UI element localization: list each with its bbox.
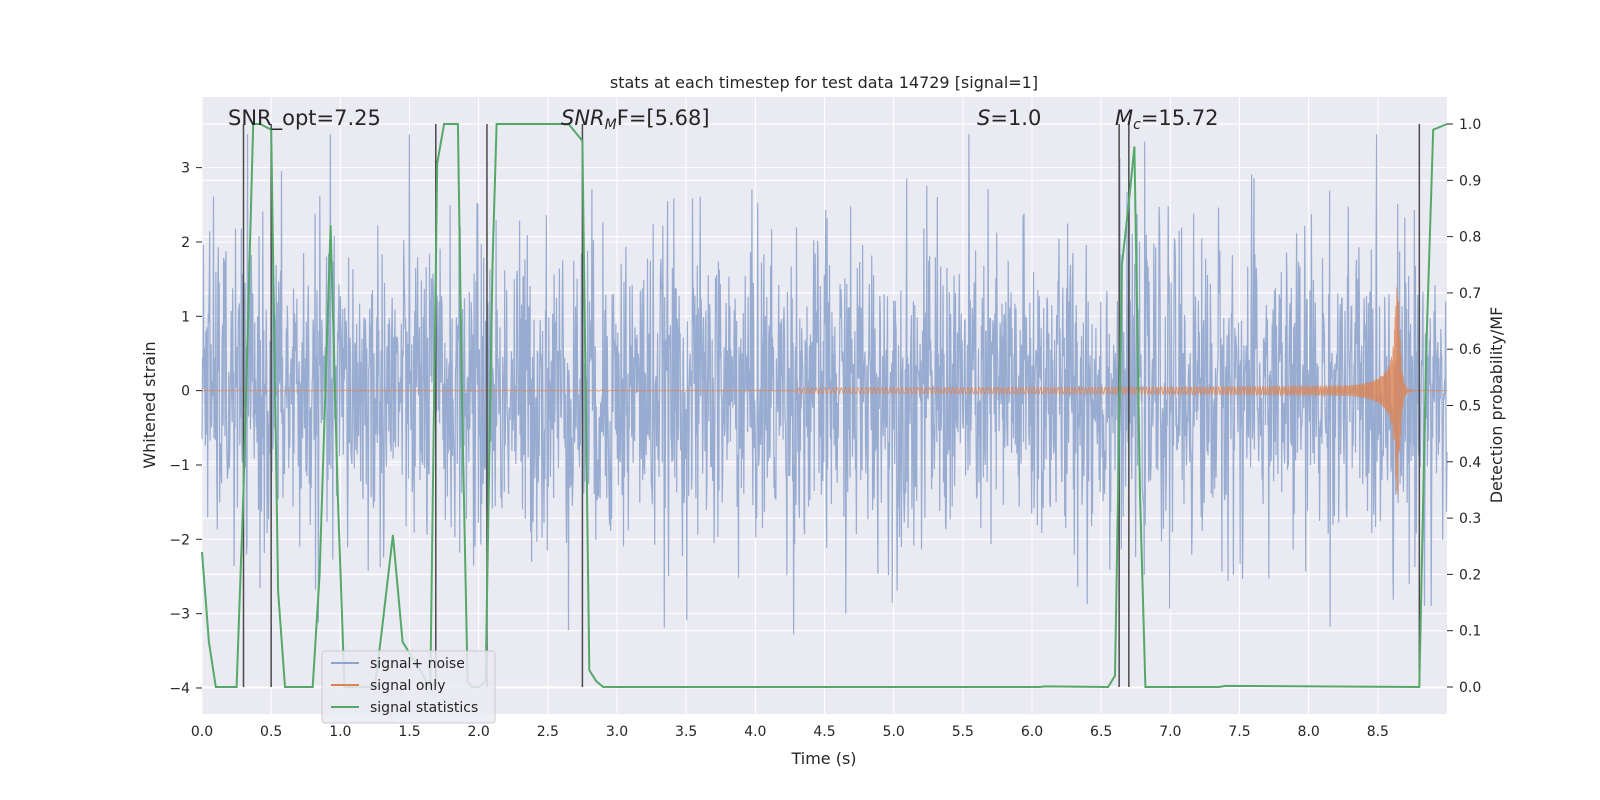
y-tick-label-left: 3 — [181, 161, 190, 177]
x-axis-label: Time (s) — [790, 749, 856, 768]
x-tick-label: 0.0 — [191, 724, 213, 740]
x-tick-label: 2.5 — [537, 724, 559, 740]
y-axis-label-left: Whitened strain — [140, 341, 159, 468]
y-tick-label-right: 0.0 — [1459, 680, 1481, 696]
snr-mf-sub: M — [605, 117, 617, 133]
mc-var: M — [1115, 106, 1133, 130]
noise-line — [201, 134, 1448, 635]
x-tick-label: 4.5 — [813, 724, 835, 740]
y-tick-label-left: −2 — [169, 532, 190, 548]
y-tick-label-left: −1 — [169, 458, 190, 474]
legend-label-signal: signal only — [370, 678, 445, 694]
x-tick-label: 1.5 — [398, 724, 420, 740]
x-tick-label: 8.5 — [1367, 724, 1389, 740]
legend: signal+ noise signal only signal statist… — [321, 650, 496, 724]
x-tick-label: 6.5 — [1090, 724, 1112, 740]
snr-mf-base: SNR — [561, 106, 605, 130]
legend-label-stats: signal statistics — [370, 700, 478, 716]
y-tick-label-right: 0.2 — [1459, 567, 1481, 583]
y-tick-label-right: 0.8 — [1459, 230, 1481, 246]
y-tick-label-left: 2 — [181, 235, 190, 251]
y-tick-label-left: −4 — [169, 681, 190, 697]
y-axis-label-right: Detection probability/MF — [1487, 307, 1506, 504]
mc-sub: c — [1133, 117, 1141, 133]
y-tick-label-left: 1 — [181, 309, 190, 325]
annotation-snr-mf: SNRMF=[5.68] — [561, 106, 710, 133]
y-tick-label-left: 0 — [181, 384, 190, 400]
x-tick-label: 5.0 — [883, 724, 905, 740]
chirp-line — [201, 287, 1447, 495]
y-tick-label-right: 0.5 — [1459, 399, 1481, 415]
s-var: S — [977, 106, 990, 130]
legend-label-noise: signal+ noise — [370, 656, 465, 672]
legend-box — [321, 650, 496, 724]
x-tick-label: 2.0 — [468, 724, 490, 740]
y-tick-label-right: 1.0 — [1459, 117, 1481, 133]
s-rest: =1.0 — [990, 106, 1041, 130]
tick-labels: 0.0 0.5 1.0 1.5 2.0 2.5 3.0 3.5 4.0 4.5 5.0 5.5 6.0 6… — [169, 117, 1481, 740]
snr-mf-rest: F=[5.68] — [617, 106, 710, 130]
x-tick-label: 4.0 — [744, 724, 766, 740]
x-tick-label: 3.5 — [675, 724, 697, 740]
x-tick-label: 1.0 — [329, 724, 351, 740]
x-tick-label: 3.0 — [606, 724, 628, 740]
y-tick-label-right: 0.7 — [1459, 286, 1481, 302]
annotation-s: S=1.0 — [977, 106, 1041, 130]
x-tick-label: 7.5 — [1228, 724, 1250, 740]
x-tick-label: 7.0 — [1159, 724, 1181, 740]
y-tick-label-left: −3 — [169, 607, 190, 623]
x-tick-label: 6.0 — [1021, 724, 1043, 740]
x-tick-label: 8.0 — [1298, 724, 1320, 740]
y-tick-label-right: 0.6 — [1459, 342, 1481, 358]
x-tick-label: 5.5 — [952, 724, 974, 740]
x-tick-label: 0.5 — [260, 724, 282, 740]
annotation-snr-opt: SNR_opt=7.25 — [228, 106, 381, 131]
chart-title: stats at each timestep for test data 147… — [610, 73, 1038, 92]
series-signal-only — [201, 287, 1447, 495]
y-tick-label-right: 0.9 — [1459, 173, 1481, 189]
y-tick-label-right: 0.4 — [1459, 455, 1481, 471]
y-tick-label-right: 0.1 — [1459, 624, 1481, 640]
y-tick-label-right: 0.3 — [1459, 511, 1481, 527]
series-signal-noise — [201, 134, 1448, 635]
mc-rest: =15.72 — [1141, 106, 1219, 130]
annotation-mc: Mc=15.72 — [1115, 106, 1219, 133]
